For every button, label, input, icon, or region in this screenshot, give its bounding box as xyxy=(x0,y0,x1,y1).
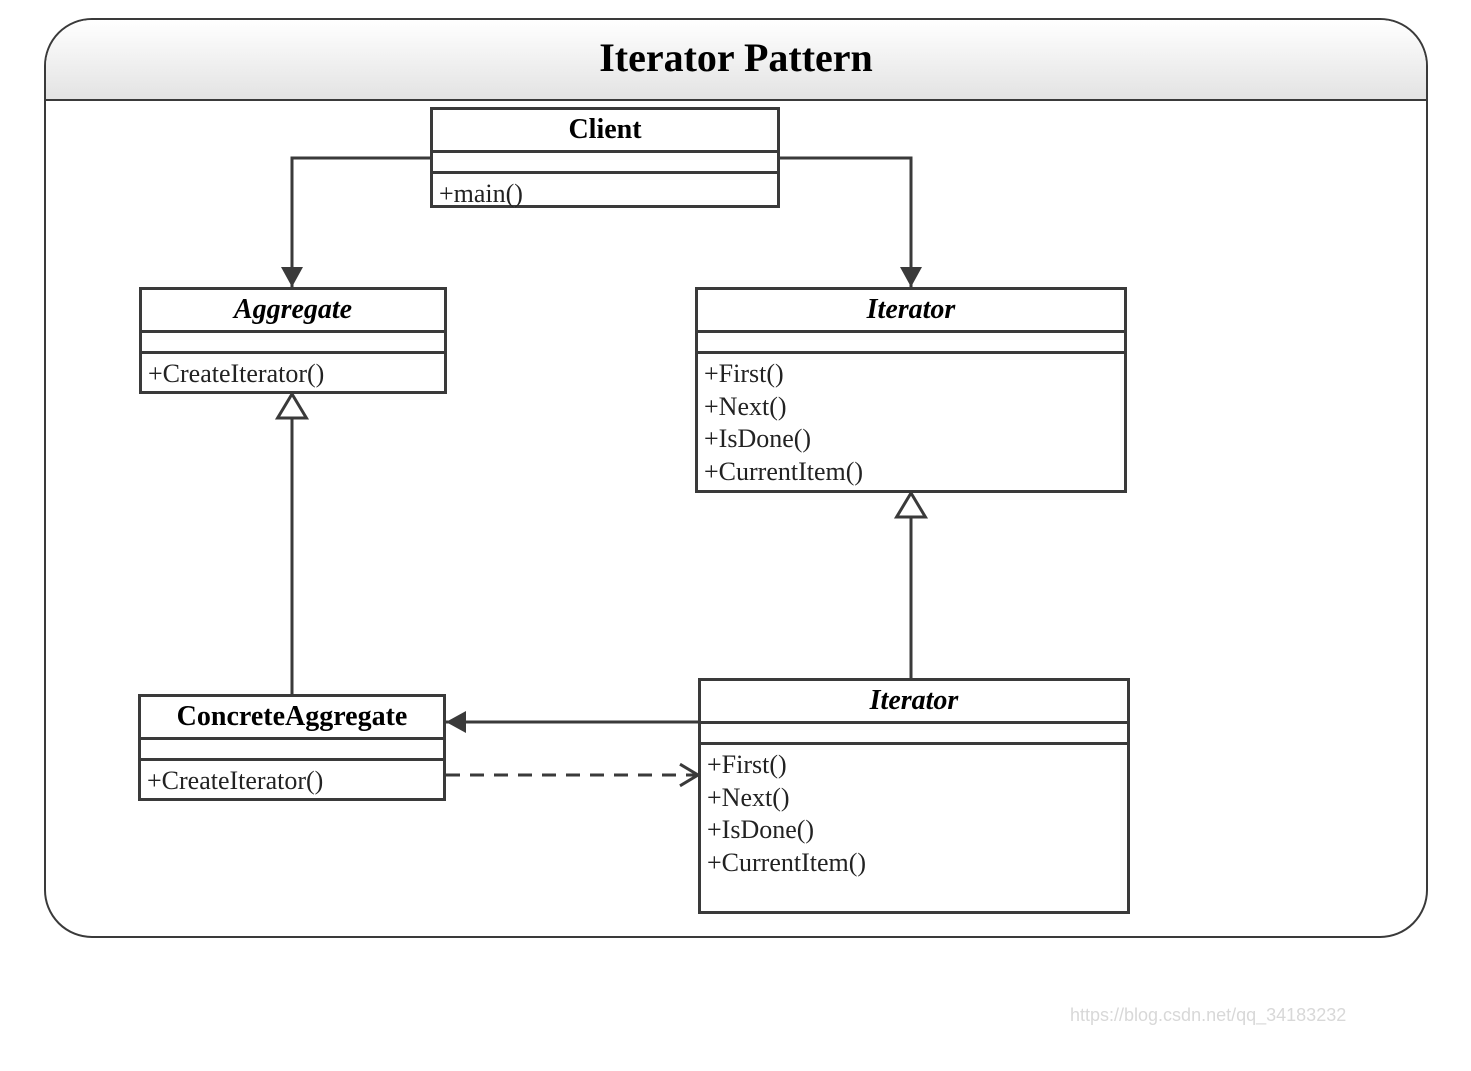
class-attrs-concrete-aggregate xyxy=(141,740,443,761)
class-name-concrete-aggregate: ConcreteAggregate xyxy=(141,697,443,740)
class-concrete-aggregate: ConcreteAggregate +CreateIterator() xyxy=(138,694,446,801)
class-op: +main() xyxy=(439,178,771,211)
class-op: +Next() xyxy=(704,391,1118,424)
class-attrs-aggregate xyxy=(142,333,444,354)
class-name-iterator: Iterator xyxy=(698,290,1124,333)
diagram-title: Iterator Pattern xyxy=(46,20,1426,101)
class-name-concrete-iterator: Iterator xyxy=(701,681,1127,724)
class-op: +First() xyxy=(704,358,1118,391)
class-ops-iterator: +First()+Next()+IsDone()+CurrentItem() xyxy=(698,354,1124,492)
class-aggregate: Aggregate +CreateIterator() xyxy=(139,287,447,394)
watermark: https://blog.csdn.net/qq_34183232 xyxy=(1070,1005,1346,1026)
class-name-client: Client xyxy=(433,110,777,153)
class-ops-client: +main() xyxy=(433,174,777,215)
class-attrs-concrete-iterator xyxy=(701,724,1127,745)
class-op: +CreateIterator() xyxy=(147,765,437,798)
class-client: Client +main() xyxy=(430,107,780,208)
class-ops-aggregate: +CreateIterator() xyxy=(142,354,444,395)
class-concrete-iterator: Iterator +First()+Next()+IsDone()+Curren… xyxy=(698,678,1130,914)
class-op: +CurrentItem() xyxy=(704,456,1118,489)
class-op: +First() xyxy=(707,749,1121,782)
class-iterator: Iterator +First()+Next()+IsDone()+Curren… xyxy=(695,287,1127,493)
class-ops-concrete-aggregate: +CreateIterator() xyxy=(141,761,443,802)
class-name-aggregate: Aggregate xyxy=(142,290,444,333)
class-op: +IsDone() xyxy=(704,423,1118,456)
class-op: +CreateIterator() xyxy=(148,358,438,391)
class-attrs-client xyxy=(433,153,777,174)
class-op: +CurrentItem() xyxy=(707,847,1121,880)
diagram-canvas: Iterator Pattern Client +main() Aggregat… xyxy=(0,0,1471,1071)
class-ops-concrete-iterator: +First()+Next()+IsDone()+CurrentItem() xyxy=(701,745,1127,883)
class-op: +Next() xyxy=(707,782,1121,815)
class-op: +IsDone() xyxy=(707,814,1121,847)
class-attrs-iterator xyxy=(698,333,1124,354)
